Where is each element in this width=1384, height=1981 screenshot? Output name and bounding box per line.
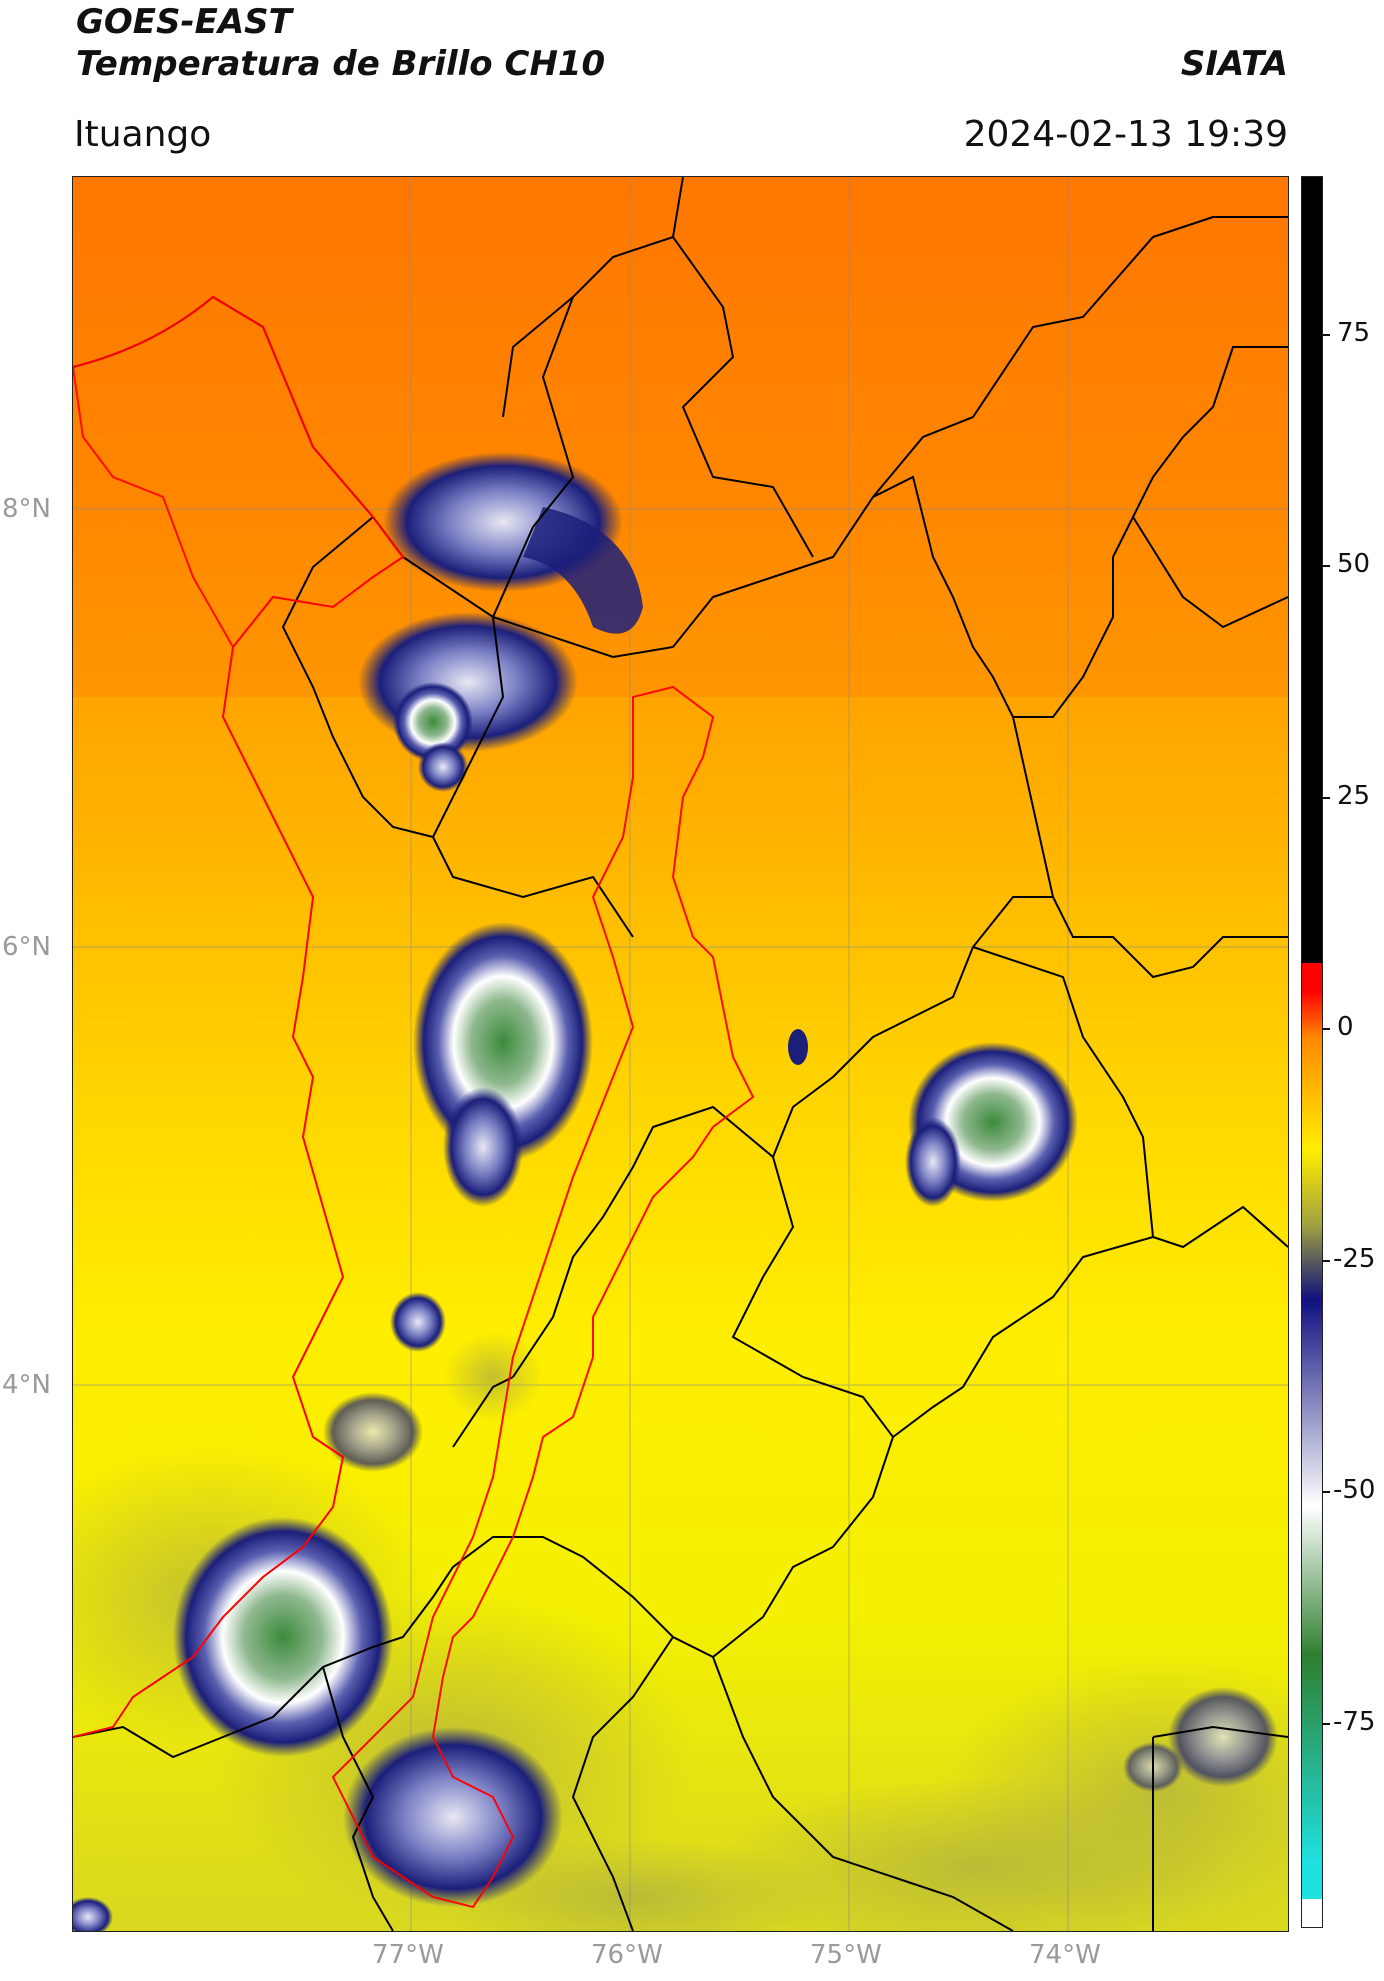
colorbar-label-neg50: -50 (1333, 1475, 1376, 1505)
datetime-label: 2024-02-13 19:39 (963, 114, 1288, 155)
gridlines (73, 177, 1288, 1931)
satellite-map (72, 176, 1289, 1932)
colorbar-tick (1322, 334, 1330, 336)
colorbar-label-neg75: -75 (1333, 1707, 1376, 1737)
lon-label-75w: 75°W (810, 1940, 882, 1970)
colorbar-tick (1322, 797, 1330, 799)
colorbar-label-25: 25 (1337, 781, 1371, 811)
colorbar-label-75: 75 (1337, 318, 1371, 348)
colorbar-tick (1322, 1028, 1330, 1030)
agency-label: SIATA (1180, 44, 1288, 84)
colorbar-tick (1322, 1491, 1330, 1493)
lon-label-76w: 76°W (591, 1940, 663, 1970)
lon-label-74w: 74°W (1029, 1940, 1101, 1970)
product-title: Temperatura de Brillo CH10 (76, 44, 606, 84)
cloud-systems (73, 452, 1278, 1931)
highlighted-boundaries (73, 295, 755, 1909)
colorbar-label-neg25: -25 (1333, 1244, 1376, 1274)
lon-label-77w: 77°W (372, 1940, 444, 1970)
colorbar-tick (1322, 1723, 1330, 1725)
colorbar-tick (1322, 1260, 1330, 1262)
satellite-title: GOES-EAST (76, 2, 292, 42)
colorbar-tick (1322, 565, 1330, 567)
lat-label-6n: 6°N (2, 932, 51, 962)
colorbar-label-0: 0 (1337, 1012, 1354, 1042)
brightness-temperature-field (73, 177, 1288, 1931)
colorbar-label-50: 50 (1337, 549, 1371, 579)
region-label: Ituango (74, 114, 212, 155)
lat-label-8n: 8°N (2, 494, 51, 524)
temperature-colorbar (1301, 176, 1323, 1928)
department-boundaries (73, 177, 1288, 1931)
lat-label-4n: 4°N (2, 1370, 51, 1400)
